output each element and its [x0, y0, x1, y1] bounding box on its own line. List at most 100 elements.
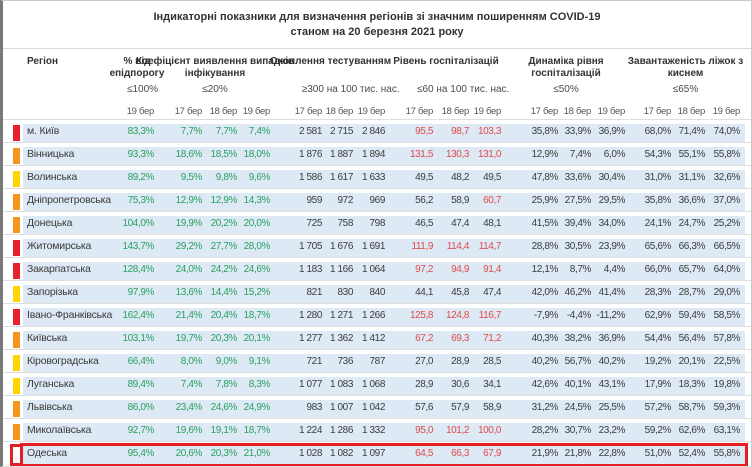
- zone-marker-icon: [13, 332, 20, 348]
- hospitalization-level-value: 47,4: [483, 286, 501, 298]
- hospitalization-dynamics-value: 27,5%: [564, 194, 592, 206]
- detection-coefficient-value: 18,5%: [210, 148, 238, 160]
- hospitalization-dynamics-value: 42,0%: [531, 286, 559, 298]
- hospitalization-dynamics-value: -4,4%: [566, 309, 592, 321]
- detection-coefficient-value: 27,7%: [210, 240, 238, 252]
- hospitalization-level-value: 28,9: [451, 355, 469, 367]
- region-name: Луганська: [27, 378, 75, 390]
- testing-coverage-value: 1 166: [329, 263, 353, 275]
- hospitalization-level-value: 66,3: [451, 447, 469, 459]
- hospitalization-level-value: 27,0: [415, 355, 433, 367]
- detection-coefficient-value: 21,0%: [243, 447, 271, 459]
- date-label: 19 бер: [473, 106, 502, 117]
- oxygen-beds-occupancy-value: 57,2%: [644, 401, 672, 413]
- detection-coefficient-value: 7,7%: [180, 125, 203, 137]
- detection-coefficient-value: 12,9%: [210, 194, 238, 206]
- oxygen-beds-occupancy-value: 35,8%: [644, 194, 672, 206]
- zone-marker-icon: [13, 148, 20, 164]
- hospitalization-dynamics-value: 28,8%: [531, 240, 559, 252]
- region-name: Вінницька: [27, 148, 75, 160]
- row-background-band: [23, 285, 745, 303]
- oxygen-beds-occupancy-value: 55,8%: [713, 148, 741, 160]
- hospitalization-dynamics-value: 25,5%: [598, 401, 626, 413]
- detection-coefficient-value: 8,3%: [248, 378, 271, 390]
- row-background-band: [23, 216, 745, 234]
- hospitalization-dynamics-value: 30,7%: [564, 424, 592, 436]
- detection-coefficient-value: 19,7%: [175, 332, 203, 344]
- table-row: Львівська 86,0% 23,4% 24,6% 24,9% 983 1 …: [3, 395, 751, 418]
- row-background-band: [23, 239, 745, 257]
- table-row: Вінницька 93,3% 18,6% 18,5% 18,0% 1 876 …: [3, 142, 751, 165]
- oxygen-beds-occupancy-value: 36,6%: [678, 194, 706, 206]
- detection-coefficient-value: 15,2%: [243, 286, 271, 298]
- oxygen-beds-occupancy-value: 22,5%: [713, 355, 741, 367]
- epidemic-threshold-value: 143,7%: [122, 240, 154, 252]
- region-name: Запорізька: [27, 286, 78, 298]
- detection-coefficient-value: 20,0%: [243, 217, 271, 229]
- detection-coefficient-value: 18,6%: [175, 148, 203, 160]
- hospitalization-dynamics-value: -7,9%: [533, 309, 559, 321]
- hospitalization-level-value: 131,0: [477, 148, 501, 160]
- oxygen-beds-occupancy-value: 25,2%: [713, 217, 741, 229]
- zone-marker-icon: [13, 263, 20, 279]
- hospitalization-level-value: 124,8: [445, 309, 469, 321]
- row-background-band: [23, 124, 745, 142]
- testing-coverage-value: 1 617: [329, 171, 353, 183]
- hospitalization-level-value: 49,5: [415, 171, 433, 183]
- hospitalization-level-value: 95,5: [415, 125, 433, 137]
- oxygen-beds-occupancy-value: 66,0%: [644, 263, 672, 275]
- hospitalization-dynamics-value: 23,2%: [598, 424, 626, 436]
- threshold-epidemic: ≤100%: [127, 84, 159, 95]
- oxygen-beds-occupancy-value: 63,1%: [713, 424, 741, 436]
- hospitalization-level-value: 131,5: [409, 148, 433, 160]
- testing-coverage-value: 1 042: [361, 401, 385, 413]
- testing-coverage-value: 1 887: [329, 148, 353, 160]
- hospitalization-level-value: 57,6: [415, 401, 433, 413]
- oxygen-beds-occupancy-value: 19,2%: [644, 355, 672, 367]
- testing-coverage-value: 1 064: [361, 263, 385, 275]
- testing-coverage-value: 1 277: [298, 332, 322, 344]
- hospitalization-dynamics-value: 7,4%: [569, 148, 592, 160]
- hospitalization-dynamics-value: 8,7%: [569, 263, 592, 275]
- row-background-band: [23, 170, 745, 188]
- hospitalization-dynamics-value: 21,8%: [564, 447, 592, 459]
- detection-coefficient-value: 20,3%: [210, 332, 238, 344]
- testing-coverage-value: 821: [306, 286, 323, 298]
- oxygen-beds-occupancy-value: 54,4%: [644, 332, 672, 344]
- hospitalization-level-value: 94,9: [451, 263, 469, 275]
- oxygen-beds-occupancy-value: 51,0%: [644, 447, 672, 459]
- testing-coverage-value: 1 876: [298, 148, 322, 160]
- oxygen-beds-occupancy-value: 71,4%: [678, 125, 706, 137]
- region-name: Київська: [27, 332, 68, 344]
- detection-coefficient-value: 9,0%: [215, 355, 238, 367]
- hospitalization-level-value: 46,5: [415, 217, 433, 229]
- hospitalization-level-value: 49,5: [483, 171, 501, 183]
- hospitalization-level-value: 95,0: [415, 424, 433, 436]
- detection-coefficient-value: 20,2%: [210, 217, 238, 229]
- hospitalization-dynamics-value: 38,2%: [564, 332, 592, 344]
- oxygen-beds-occupancy-value: 54,3%: [644, 148, 672, 160]
- hospitalization-dynamics-value: 36,9%: [598, 332, 626, 344]
- hospitalization-dynamics-value: 30,5%: [564, 240, 592, 252]
- testing-coverage-value: 736: [337, 355, 354, 367]
- hospitalization-level-value: 111,9: [411, 240, 433, 252]
- hospitalization-dynamics-value: 46,2%: [564, 286, 592, 298]
- testing-coverage-value: 1 586: [298, 171, 322, 183]
- row-background-band: [23, 193, 745, 211]
- testing-coverage-value: 1 097: [361, 447, 385, 459]
- epidemic-threshold-value: 104,0%: [122, 217, 154, 229]
- table-header: Регіон % від епідпорогу Коефіцієнт виявл…: [3, 49, 751, 119]
- hospitalization-level-value: 57,9: [451, 401, 469, 413]
- detection-coefficient-value: 24,2%: [210, 263, 238, 275]
- testing-coverage-value: 969: [369, 194, 386, 206]
- testing-coverage-value: 798: [369, 217, 386, 229]
- detection-coefficient-value: 29,2%: [175, 240, 203, 252]
- hospitalization-level-value: 48,2: [451, 171, 469, 183]
- testing-coverage-value: 1 271: [329, 309, 353, 321]
- hospitalization-level-value: 30,6: [451, 378, 469, 390]
- hospitalization-level-value: 28,9: [415, 378, 433, 390]
- detection-coefficient-value: 18,0%: [243, 148, 271, 160]
- testing-coverage-value: 972: [337, 194, 354, 206]
- table-row: м. Київ 83,3% 7,7% 7,7% 7,4% 2 581 2 715…: [3, 119, 751, 142]
- column-group-epidemic-threshold: % від епідпорогу: [109, 56, 165, 79]
